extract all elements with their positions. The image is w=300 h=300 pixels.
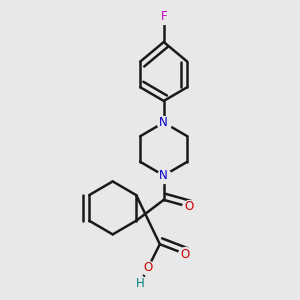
Text: O: O (143, 261, 153, 274)
Text: O: O (184, 200, 194, 213)
Text: F: F (160, 10, 167, 23)
Text: O: O (181, 248, 190, 260)
Text: N: N (159, 169, 168, 182)
Text: N: N (159, 116, 168, 129)
Text: H: H (136, 277, 145, 290)
